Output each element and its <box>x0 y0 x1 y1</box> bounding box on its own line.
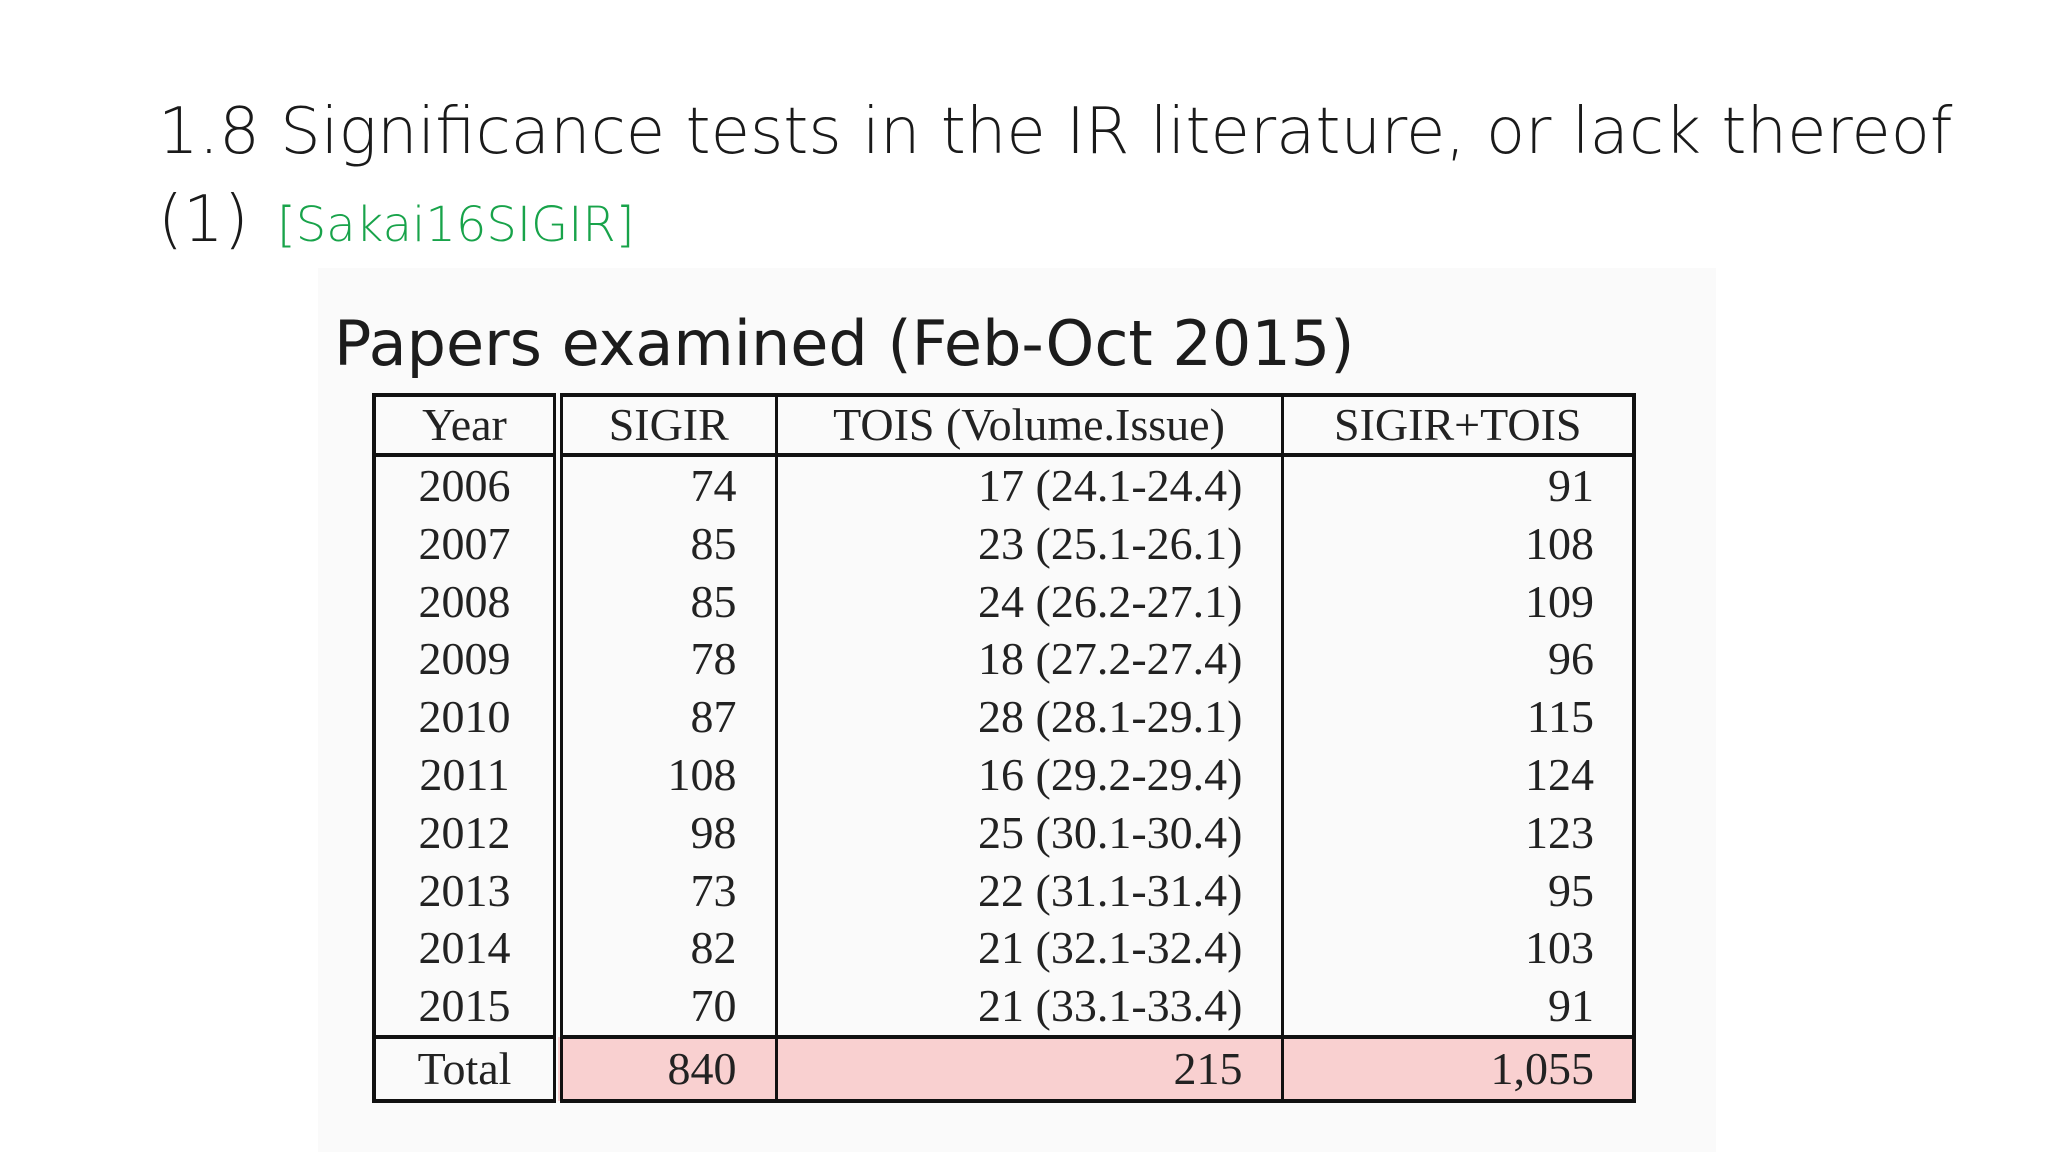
table-row: 2013 73 22 (31.1-31.4) 95 <box>374 861 1634 920</box>
cell-tois: 22 (31.1-31.4) <box>776 861 1284 920</box>
total-sigir-tois: 1,055 <box>1282 1034 1634 1101</box>
cell-sigir: 98 <box>558 803 778 862</box>
cell-sigir: 85 <box>558 514 778 573</box>
cell-sigir: 85 <box>558 572 778 631</box>
cell-sigir-tois: 124 <box>1525 748 1594 800</box>
cell-sigir-tois: 91 <box>1548 460 1594 511</box>
header-tois: TOIS (Volume.Issue) <box>776 395 1284 457</box>
papers-table: Year SIGIR TOIS (Volume.Issue) SIGIR+TOI… <box>372 393 1636 1103</box>
table-row: 2015 70 21 (33.1-33.4) 91 <box>374 977 1634 1037</box>
cell-sigir: 108 <box>558 745 778 804</box>
cell-tois: 24 (26.2-27.1) <box>776 572 1284 631</box>
header-sigir: SIGIR <box>558 395 778 457</box>
cell-year: 2009 <box>374 630 563 689</box>
table-row: 2014 82 21 (32.1-32.4) 103 <box>374 919 1634 978</box>
cell-year: 2015 <box>374 977 563 1037</box>
header-sigir-tois: SIGIR+TOIS <box>1282 395 1634 457</box>
cell-year: 2014 <box>374 919 563 978</box>
cell-sigir-tois: 109 <box>1525 575 1594 627</box>
table-row: 2008 85 24 (26.2-27.1) 109 <box>374 572 1634 631</box>
slide-title: 1.8 Significance tests in the IR literat… <box>158 88 1978 269</box>
total-tois: 215 <box>776 1034 1284 1101</box>
table-row: 2006 74 17 (24.1-24.4) 91 <box>374 455 1634 515</box>
total-label: Total <box>374 1034 563 1101</box>
cell-year: 2011 <box>374 745 563 804</box>
table-body: 2006 74 17 (24.1-24.4) 91 2007 85 23 (25.1-26.… <box>374 455 1634 1037</box>
header-year: Year <box>374 395 563 457</box>
cell-sigir: 70 <box>558 977 778 1037</box>
cell-tois: 16 (29.2-29.4) <box>776 745 1284 804</box>
cell-sigir: 82 <box>558 919 778 978</box>
slide-title-text: 1.8 Significance tests in the IR literat… <box>158 95 1953 257</box>
cell-sigir-tois: 123 <box>1525 806 1594 858</box>
cell-sigir-tois: 115 <box>1526 691 1594 743</box>
cell-year: 2006 <box>374 455 563 515</box>
figure-heading: Papers examined (Feb-Oct 2015) <box>334 307 1355 380</box>
table-row: 2011 108 16 (29.2-29.4) 124 <box>374 745 1634 804</box>
cell-year: 2007 <box>374 514 563 573</box>
cell-tois: 23 (25.1-26.1) <box>776 514 1284 573</box>
cell-year: 2010 <box>374 688 563 746</box>
cell-sigir: 74 <box>558 455 778 515</box>
cell-sigir-tois: 96 <box>1548 633 1594 685</box>
cell-tois: 18 (27.2-27.4) <box>776 630 1284 689</box>
cell-tois: 28 (28.1-29.1) <box>776 688 1284 746</box>
cell-sigir-tois: 108 <box>1525 517 1594 569</box>
cell-sigir-tois: 95 <box>1548 864 1594 916</box>
cell-tois: 17 (24.1-24.4) <box>776 455 1284 515</box>
cell-sigir-tois: 103 <box>1525 922 1594 974</box>
table-row: 2010 87 28 (28.1-29.1) 115 <box>374 688 1634 746</box>
cell-sigir: 73 <box>558 861 778 920</box>
cell-sigir-tois: 91 <box>1548 980 1594 1032</box>
cell-year: 2012 <box>374 803 563 862</box>
total-row: Total 840 215 1,055 <box>374 1034 1634 1101</box>
table-row: 2007 85 23 (25.1-26.1) 108 <box>374 514 1634 573</box>
cell-sigir: 78 <box>558 630 778 689</box>
table-row: 2012 98 25 (30.1-30.4) 123 <box>374 803 1634 862</box>
total-sigir: 840 <box>558 1034 778 1101</box>
cell-tois: 25 (30.1-30.4) <box>776 803 1284 862</box>
cell-year: 2013 <box>374 861 563 920</box>
cell-tois: 21 (32.1-32.4) <box>776 919 1284 978</box>
table-header-row: Year SIGIR TOIS (Volume.Issue) SIGIR+TOI… <box>374 395 1634 457</box>
table-row: 2009 78 18 (27.2-27.4) 96 <box>374 630 1634 689</box>
cell-tois: 21 (33.1-33.4) <box>776 977 1284 1037</box>
cell-sigir: 87 <box>558 688 778 746</box>
cell-year: 2008 <box>374 572 563 631</box>
citation-label: [Sakai16SIGIR] <box>277 197 635 253</box>
